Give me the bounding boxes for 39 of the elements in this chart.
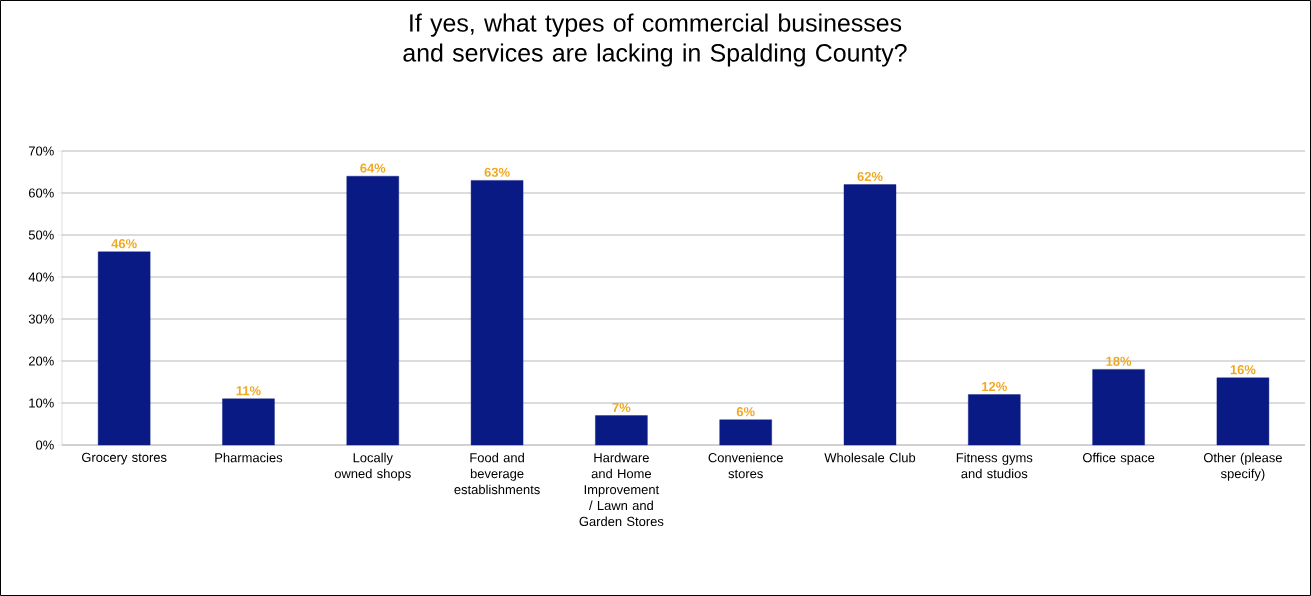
data-label: 16% (1230, 365, 1256, 375)
data-label: 62% (857, 171, 883, 182)
bar (346, 176, 399, 446)
bar (1216, 377, 1270, 446)
y-tick-label: 60% (28, 188, 54, 198)
data-label: 11% (236, 386, 261, 396)
x-tick-label: Fitness gyms and studios (956, 452, 1033, 479)
x-tick-label: Convenience stores (708, 452, 783, 479)
x-tick-label: Office space (1082, 452, 1155, 465)
data-label: 63% (484, 167, 510, 177)
x-tick-label: Food and beverage establishments (454, 452, 540, 495)
bar (595, 415, 648, 446)
x-tick-label: Locally owned shops (334, 452, 411, 481)
bar (843, 184, 897, 446)
x-tick-label: Wholesale Club (824, 452, 916, 463)
x-tick-label: Grocery stores (81, 452, 167, 465)
y-tick-label: 40% (28, 272, 54, 282)
chart-title: If yes, what types of commercial businesses and services are lacking in Spalding County? (403, 13, 907, 67)
bar (97, 251, 151, 446)
bar (719, 419, 772, 446)
y-tick-label: 50% (28, 230, 54, 240)
data-label: 46% (111, 239, 137, 249)
y-tick-label: 30% (28, 314, 54, 324)
data-label: 6% (736, 407, 755, 417)
bar (968, 394, 1021, 446)
bar (1092, 369, 1145, 446)
x-tick-label: Pharmacies (215, 452, 283, 463)
y-tick-label: 70% (28, 146, 54, 156)
y-tick-label: 0% (36, 440, 54, 450)
data-label: 12% (982, 381, 1007, 392)
data-label: 18% (1106, 356, 1132, 366)
x-tick-label: Other (please specify) (1203, 452, 1282, 481)
data-label: 7% (612, 402, 631, 413)
data-label: 64% (360, 163, 386, 173)
bar (222, 398, 275, 446)
bar (470, 180, 524, 446)
y-tick-label: 20% (28, 356, 54, 366)
x-tick-label: Hardware and Home Improvement / Lawn and Garden Stores (579, 452, 664, 527)
y-tick-label: 10% (29, 398, 54, 408)
